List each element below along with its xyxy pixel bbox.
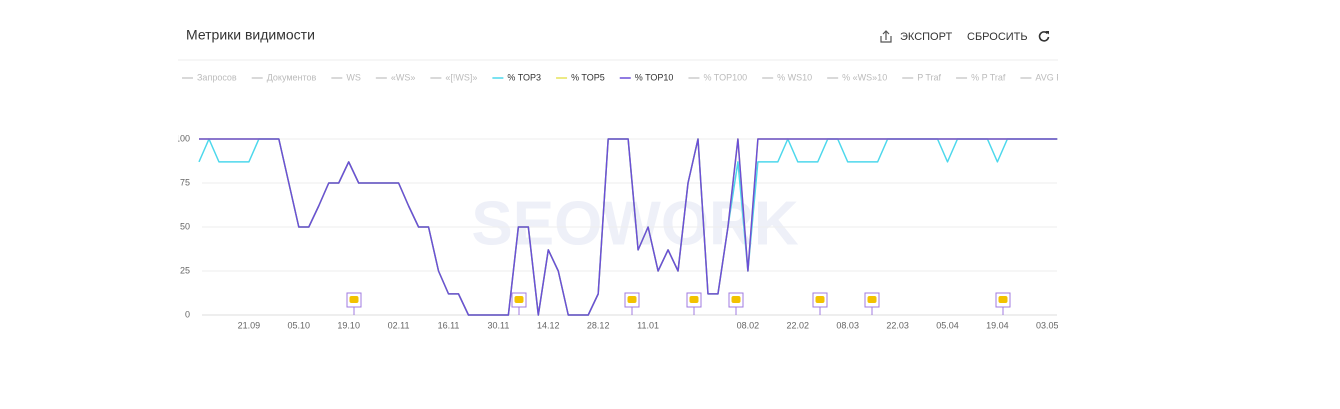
x-tick-label: 05.04 <box>936 320 959 330</box>
event-icon <box>731 296 741 303</box>
event-icon <box>867 296 877 303</box>
legend-label: P Traf <box>917 72 941 82</box>
export-button[interactable]: ЭКСПОРТ <box>880 30 952 43</box>
legend-label: % «WS»10 <box>842 72 887 82</box>
refresh-arrow <box>1045 31 1049 35</box>
x-tick-label: 11.01 <box>637 320 659 330</box>
legend-item[interactable]: Документов <box>251 72 317 82</box>
x-tick-label: 22.02 <box>787 320 810 330</box>
panel-title: Метрики видимости <box>186 27 315 43</box>
legend-item[interactable]: «WS» <box>375 72 416 82</box>
export-icon <box>880 30 892 43</box>
legend-item[interactable]: WS <box>331 72 361 82</box>
y-tick-label: 25 <box>180 265 190 275</box>
x-tick-label: 08.02 <box>737 320 760 330</box>
x-tick-label: 14.12 <box>537 320 560 330</box>
legend-label: % P Traf <box>971 72 1006 82</box>
y-tick-label: 100 <box>175 133 190 143</box>
legend-item[interactable]: Запросов <box>182 72 237 82</box>
series-line <box>199 138 1058 316</box>
event-icon <box>815 296 825 303</box>
x-tick-label: 21.09 <box>238 320 261 330</box>
legend-item[interactable]: % TOP100 <box>688 72 747 82</box>
x-tick-label: 02.11 <box>388 320 410 330</box>
legend-item[interactable]: % WS10 <box>762 72 812 82</box>
legend-item[interactable]: «[!WS]» <box>430 72 477 82</box>
refresh-button[interactable] <box>1038 31 1050 42</box>
legend-item[interactable]: % «WS»10 <box>827 72 887 82</box>
export-label: ЭКСПОРТ <box>900 31 952 43</box>
refresh-icon <box>1038 31 1050 42</box>
event-icon <box>514 296 524 303</box>
legend-item[interactable]: % TOP3 <box>492 72 541 82</box>
x-tick-label: 16.11 <box>438 320 460 330</box>
x-tick-label: 05.10 <box>288 320 311 330</box>
legend-label: «[!WS]» <box>445 72 477 82</box>
legend-item[interactable]: P Traf <box>902 72 942 82</box>
event-icon <box>627 296 637 303</box>
legend-item[interactable]: % P Traf <box>956 72 1006 82</box>
event-icon <box>689 296 699 303</box>
legend-label: WS <box>346 72 361 82</box>
y-tick-label: 0 <box>185 309 190 319</box>
reset-button[interactable]: СБРОСИТЬ <box>967 31 1028 43</box>
x-tick-label: 03.05 <box>1036 320 1059 330</box>
legend-label: % TOP100 <box>703 72 747 82</box>
x-tick-label: 19.04 <box>986 320 1009 330</box>
legend-item[interactable]: % TOP5 <box>556 72 605 82</box>
legend-label: Документов <box>267 72 317 82</box>
x-tick-label: 22.03 <box>886 320 909 330</box>
event-icon <box>349 296 359 303</box>
legend-label: % TOP5 <box>571 72 605 82</box>
x-tick-label: 08.03 <box>836 320 859 330</box>
legend-label: % WS10 <box>777 72 812 82</box>
y-tick-label: 50 <box>180 221 190 231</box>
y-tick-label: 75 <box>180 177 190 187</box>
legend-item[interactable]: AVG Position <box>1020 72 1088 82</box>
legend-label: AVG Position <box>1035 72 1088 82</box>
x-tick-label: 28.12 <box>587 320 610 330</box>
x-tick-label: 19.10 <box>337 320 360 330</box>
legend-item[interactable]: % TOP10 <box>619 72 674 82</box>
legend-label: % TOP3 <box>507 72 541 82</box>
x-tick-label: 30.11 <box>487 320 509 330</box>
legend-label: Запросов <box>197 72 237 82</box>
event-icon <box>998 296 1008 303</box>
legend-label: «WS» <box>391 72 416 82</box>
legend-label: % TOP10 <box>635 72 674 82</box>
